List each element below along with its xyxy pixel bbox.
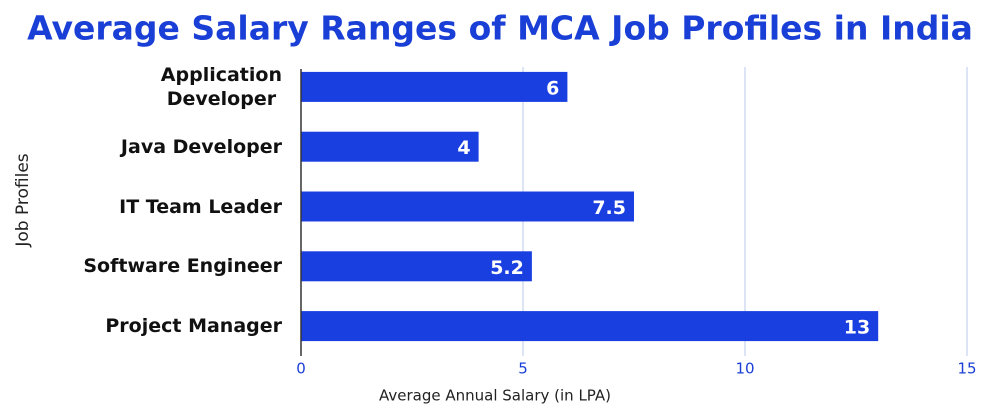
y-tick-label: Java Developer — [120, 135, 282, 158]
y-tick-label: Software Engineer — [83, 255, 282, 278]
bar — [301, 191, 634, 222]
x-tick-label: 0 — [296, 360, 306, 378]
bar — [301, 71, 568, 102]
bar — [301, 311, 879, 342]
bar-value-label: 6 — [546, 77, 559, 99]
bar — [301, 131, 479, 162]
bar-value-label: 4 — [457, 137, 470, 159]
y-axis-label: Job Profiles — [13, 153, 33, 247]
x-axis-label: Average Annual Salary (in LPA) — [379, 387, 611, 405]
bar-value-label: 7.5 — [592, 197, 626, 219]
x-tick-label: 5 — [518, 360, 528, 378]
bar — [301, 251, 532, 282]
bar-value-label: 13 — [844, 317, 870, 339]
x-tick-label: 10 — [735, 360, 754, 378]
y-tick-label: IT Team Leader — [119, 195, 282, 218]
y-tick-label: Project Manager — [105, 315, 282, 338]
x-tick-label: 15 — [957, 360, 976, 378]
chart-title: Average Salary Ranges of MCA Job Profile… — [27, 9, 973, 48]
bar-value-label: 5.2 — [490, 257, 524, 279]
y-tick-label: Application Developer — [160, 63, 282, 110]
